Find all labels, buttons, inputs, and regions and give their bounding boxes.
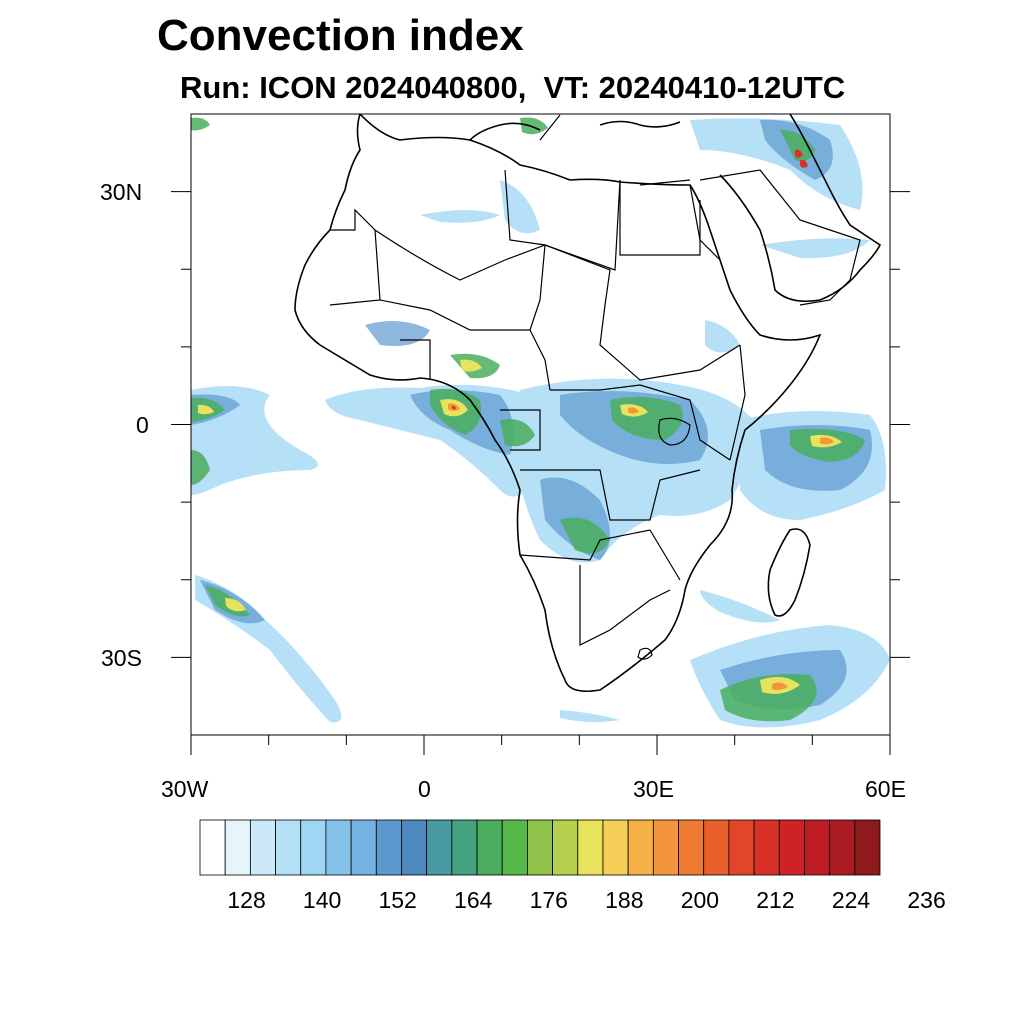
convection-area-southwest-indian	[560, 710, 620, 723]
convection-area-mozambique-channel	[700, 590, 780, 623]
arabian-peninsula-coastline	[719, 114, 882, 303]
colorbar-label: 188	[605, 887, 644, 913]
africa-coastline	[294, 114, 822, 693]
colorbar-swatch	[577, 819, 604, 876]
colorbar-label: 164	[454, 887, 493, 913]
colorbar-swatch	[527, 819, 553, 876]
convection-area-arabia	[760, 238, 870, 259]
colorbar-swatch	[426, 819, 453, 876]
colorbar-swatch	[652, 819, 679, 876]
colorbar-swatch	[224, 819, 251, 876]
lat-label-0: 0	[136, 412, 149, 438]
colorbar-swatch	[804, 819, 831, 876]
colorbar-swatch	[552, 819, 579, 876]
lon-label-0: 0	[418, 776, 431, 802]
colorbar-swatch	[778, 819, 805, 876]
colorbar-swatch	[602, 819, 629, 876]
colorbar-label: 200	[680, 887, 720, 913]
colorbar-swatch	[854, 819, 881, 876]
colorbar-swatch	[451, 819, 478, 876]
coastlines	[294, 114, 882, 693]
lon-label-30w: 30W	[161, 776, 209, 802]
map-subtitle: Run: ICON 2024040800, VT: 20240410-12UTC	[180, 70, 846, 105]
colorbar-swatch	[627, 819, 654, 876]
colorbar-label: 176	[529, 887, 568, 913]
colorbar-label: 212	[756, 887, 795, 913]
axis-ticks	[171, 191, 910, 755]
colorbar-swatch	[753, 819, 780, 876]
colorbar-swatch	[199, 819, 226, 876]
colorbar-label: 140	[302, 887, 342, 913]
colorbar-swatch	[703, 819, 730, 876]
colorbar-swatch	[300, 819, 327, 876]
colorbar-swatch	[401, 819, 428, 876]
colorbar	[199, 819, 881, 876]
mediterranean-coastline	[469, 120, 681, 141]
colorbar-label: 152	[378, 887, 417, 913]
country-borders	[329, 114, 861, 660]
colorbar-swatch	[678, 819, 705, 876]
colorbar-swatch	[501, 819, 528, 876]
colorbar-swatch	[325, 819, 352, 876]
colorbar-label: 128	[227, 887, 266, 913]
colorbar-label: 236	[907, 887, 946, 913]
lon-label-60e: 60E	[865, 776, 906, 802]
lat-label-30n: 30N	[100, 179, 143, 205]
madagascar-coastline	[767, 528, 811, 617]
colorbar-swatch	[350, 819, 377, 876]
colorbar-swatch	[476, 819, 503, 876]
convection-area-north-africa	[420, 210, 500, 223]
colorbar-swatch	[249, 819, 276, 876]
lat-label-30s: 30S	[101, 645, 142, 671]
colorbar-swatch	[829, 819, 856, 876]
map-title: Convection index	[157, 11, 524, 60]
colorbar-swatch	[728, 819, 755, 876]
colorbar-swatch	[275, 819, 302, 876]
convection-field	[191, 117, 890, 728]
colorbar-swatch	[375, 819, 402, 876]
lon-label-30e: 30E	[633, 776, 674, 802]
convection-area-sahara	[500, 180, 540, 234]
convection-area-horn	[705, 320, 740, 353]
colorbar-label: 224	[831, 887, 871, 913]
